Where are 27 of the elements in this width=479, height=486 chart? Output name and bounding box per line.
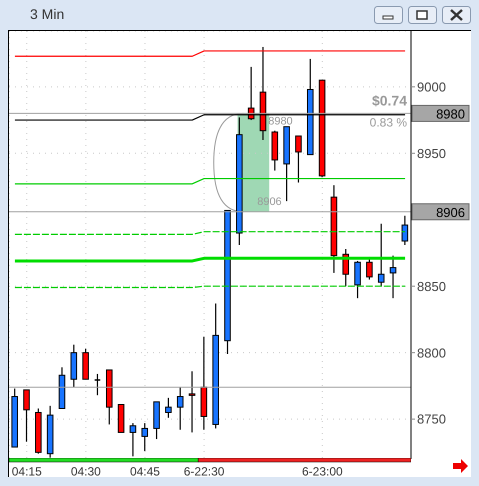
x-tick-label: 04:15 bbox=[12, 464, 42, 479]
annotation: 0.83 % bbox=[370, 115, 408, 130]
candlestick bbox=[141, 422, 148, 452]
x-tick-label: 6-22:30 bbox=[184, 464, 225, 479]
candlestick bbox=[176, 386, 184, 430]
y-tick-label: 8850 bbox=[417, 278, 446, 294]
candlestick bbox=[165, 397, 172, 418]
candlestick bbox=[94, 373, 100, 396]
chart-title: 3 Min bbox=[30, 6, 64, 22]
candlestick bbox=[130, 422, 136, 457]
y-tick-label: 8800 bbox=[417, 345, 446, 360]
ref-line-label: 8980 bbox=[436, 106, 465, 122]
candlestick bbox=[354, 260, 361, 299]
candlestick bbox=[23, 389, 30, 442]
x-tick-label: 04:30 bbox=[70, 464, 102, 479]
y-tick-label: 8750 bbox=[417, 412, 446, 427]
x-tick-label: 04:45 bbox=[130, 464, 160, 479]
y-tick-label: 9000 bbox=[417, 79, 446, 94]
candlestick bbox=[295, 135, 302, 184]
x-tick-label: 6-23:00 bbox=[302, 464, 343, 479]
y-tick-label: 8950 bbox=[417, 146, 446, 161]
candlestick bbox=[378, 223, 384, 287]
candlestick bbox=[188, 370, 196, 434]
candlestick bbox=[390, 255, 396, 299]
annotation: $0.74 bbox=[372, 92, 408, 108]
ref-line-label: 8906 bbox=[436, 204, 465, 220]
candlestick bbox=[402, 215, 408, 246]
